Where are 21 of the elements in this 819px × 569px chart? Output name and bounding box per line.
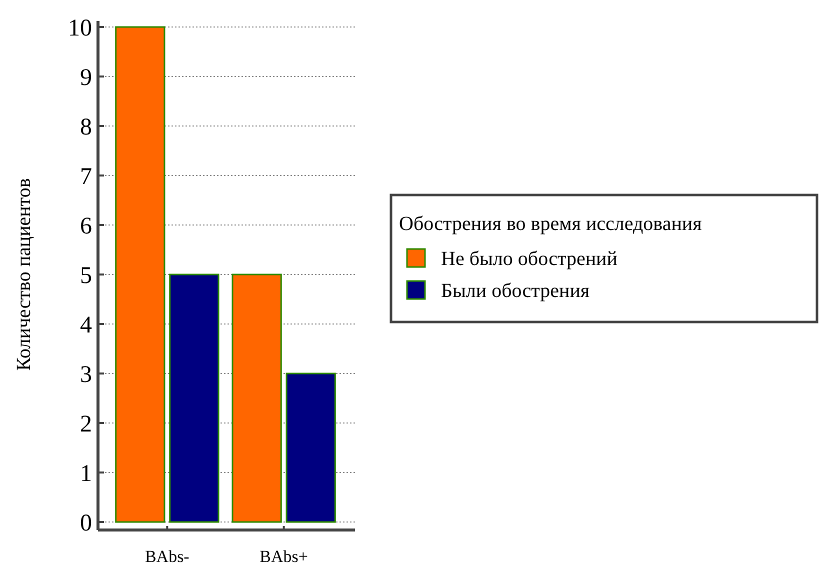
y-tick-label: 4 [80, 312, 92, 338]
bar [286, 372, 336, 523]
y-tick-label: 7 [80, 164, 92, 190]
y-tick-label: 9 [80, 64, 92, 91]
y-tick-label: 3 [80, 362, 92, 388]
legend-label: Были обострения [441, 280, 590, 302]
y-tick-label: 6 [80, 213, 92, 240]
y-tick-label: 8 [80, 114, 92, 140]
y-tick-label: 1 [80, 460, 92, 487]
legend-label: Не было обострений [441, 248, 618, 270]
y-tick-label: 2 [80, 411, 92, 438]
bar [115, 26, 166, 523]
y-tick-label: 0 [80, 510, 92, 536]
y-axis-title: Количество пациентов [13, 178, 35, 371]
legend-title: Обострения во время исследования [399, 213, 702, 235]
x-tick-label: BAbs- [144, 547, 190, 566]
y-tick-label: 5 [80, 262, 92, 289]
y-tick-label: 10 [68, 15, 92, 42]
x-tick-label: BAbs+ [260, 547, 308, 566]
bar [232, 274, 282, 523]
bar [169, 274, 220, 523]
